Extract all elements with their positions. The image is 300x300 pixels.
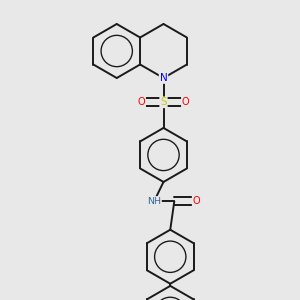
Text: S: S	[160, 97, 167, 107]
Text: N: N	[160, 73, 167, 83]
Text: O: O	[137, 97, 145, 107]
Text: NH: NH	[147, 197, 161, 206]
Text: O: O	[182, 97, 190, 107]
Text: O: O	[193, 196, 200, 206]
